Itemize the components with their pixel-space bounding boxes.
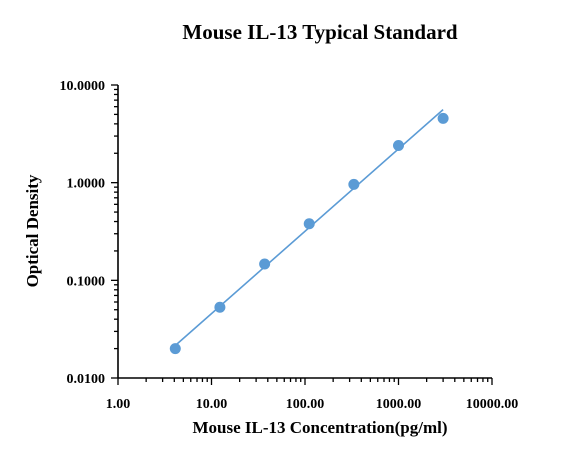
y-tick-label: 10.0000 <box>60 79 106 94</box>
x-tick-label: 1.00 <box>106 397 131 412</box>
y-tick-label: 0.1000 <box>67 274 106 289</box>
y-axis-title: Optical Density <box>23 174 42 287</box>
data-point <box>303 218 315 230</box>
x-tick-label: 1000.00 <box>376 397 422 412</box>
data-point <box>348 178 360 190</box>
chart-title: Mouse IL-13 Typical Standard <box>182 20 458 44</box>
ticks <box>111 84 493 385</box>
x-tick-label: 10000.00 <box>466 397 519 412</box>
tick-labels: 1.00 10.00 100.00 1000.00 10000.00 0.0100 0.10… <box>60 79 519 412</box>
x-tick-label: 100.00 <box>286 397 325 412</box>
data-point <box>259 258 271 270</box>
y-tick-label: 0.0100 <box>67 372 106 387</box>
data-points <box>169 112 449 355</box>
y-tick-label: 1.0000 <box>67 177 106 192</box>
data-point <box>437 112 449 124</box>
data-point <box>169 343 181 355</box>
data-point <box>393 140 404 152</box>
data-point <box>214 301 226 313</box>
x-tick-label: 10.00 <box>196 397 228 412</box>
x-axis-title: Mouse IL-13 Concentration(pg/ml) <box>193 418 448 437</box>
